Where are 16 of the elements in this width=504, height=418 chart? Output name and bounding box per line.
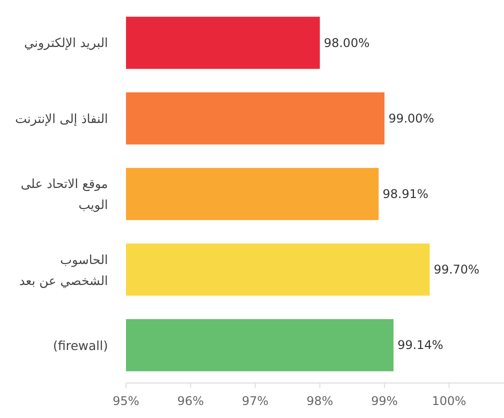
y-tick-label: الحاسوب الشخصي عن بعد [18, 250, 108, 290]
x-tick-label: 95% [112, 394, 140, 408]
x-tick-label: 100% [432, 394, 466, 408]
x-tick-label: 98% [306, 394, 334, 408]
data-label: 99.70% [434, 262, 480, 277]
data-label: 99.14% [398, 338, 444, 352]
x-tick-label: 99% [371, 394, 398, 408]
y-tick-label: البريد الإلكتروني [23, 34, 108, 52]
x-tick-label: 96% [177, 394, 204, 408]
data-label: 98.91% [382, 187, 428, 201]
x-tick-label: 97% [242, 394, 269, 408]
y-tick-label: (firewall) [52, 336, 108, 355]
y-tick-label: موقع الاتحاد على الويب [20, 174, 108, 214]
y-tick-label: النفاذ إلى الإنترنت [14, 110, 108, 128]
data-label: 98.00% [324, 36, 370, 50]
data-label: 99.00% [388, 111, 434, 126]
